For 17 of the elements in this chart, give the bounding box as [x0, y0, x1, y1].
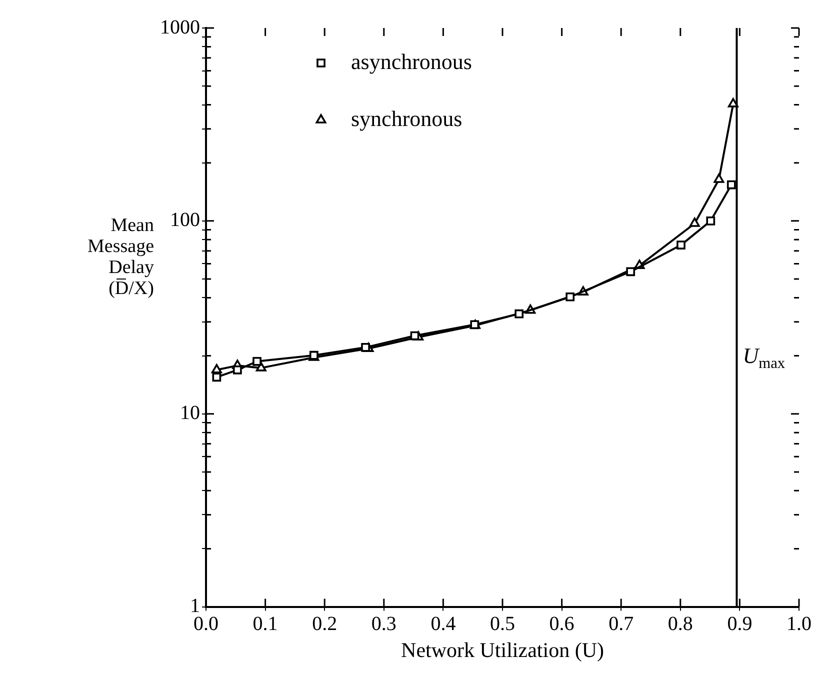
x-tick-label: 0.5 [490, 613, 515, 636]
x-tick-label: 1.0 [786, 613, 812, 636]
x-tick-label: 0.6 [549, 613, 574, 636]
x-tick-label: 0.1 [252, 613, 278, 636]
y-tick-label: 100 [170, 209, 200, 232]
x-tick-label: 0.2 [312, 613, 338, 636]
x-tick-label: 0.8 [668, 613, 693, 636]
x-tick-label: 0.7 [608, 613, 634, 636]
x-tick-label: 0.4 [430, 613, 456, 636]
y-axis-title: Mean Message Delay (D̅/X) [88, 214, 154, 299]
x-tick-label: 0.3 [371, 613, 396, 636]
y-tick-label: 1000 [160, 16, 200, 38]
x-axis-title: Network Utilization (U) [401, 638, 604, 662]
x-tick-label: 0.9 [727, 613, 752, 636]
legend-label: asynchronous [351, 48, 472, 74]
y-tick-label: 10 [180, 402, 200, 424]
legend-label: synchronous [351, 106, 462, 131]
